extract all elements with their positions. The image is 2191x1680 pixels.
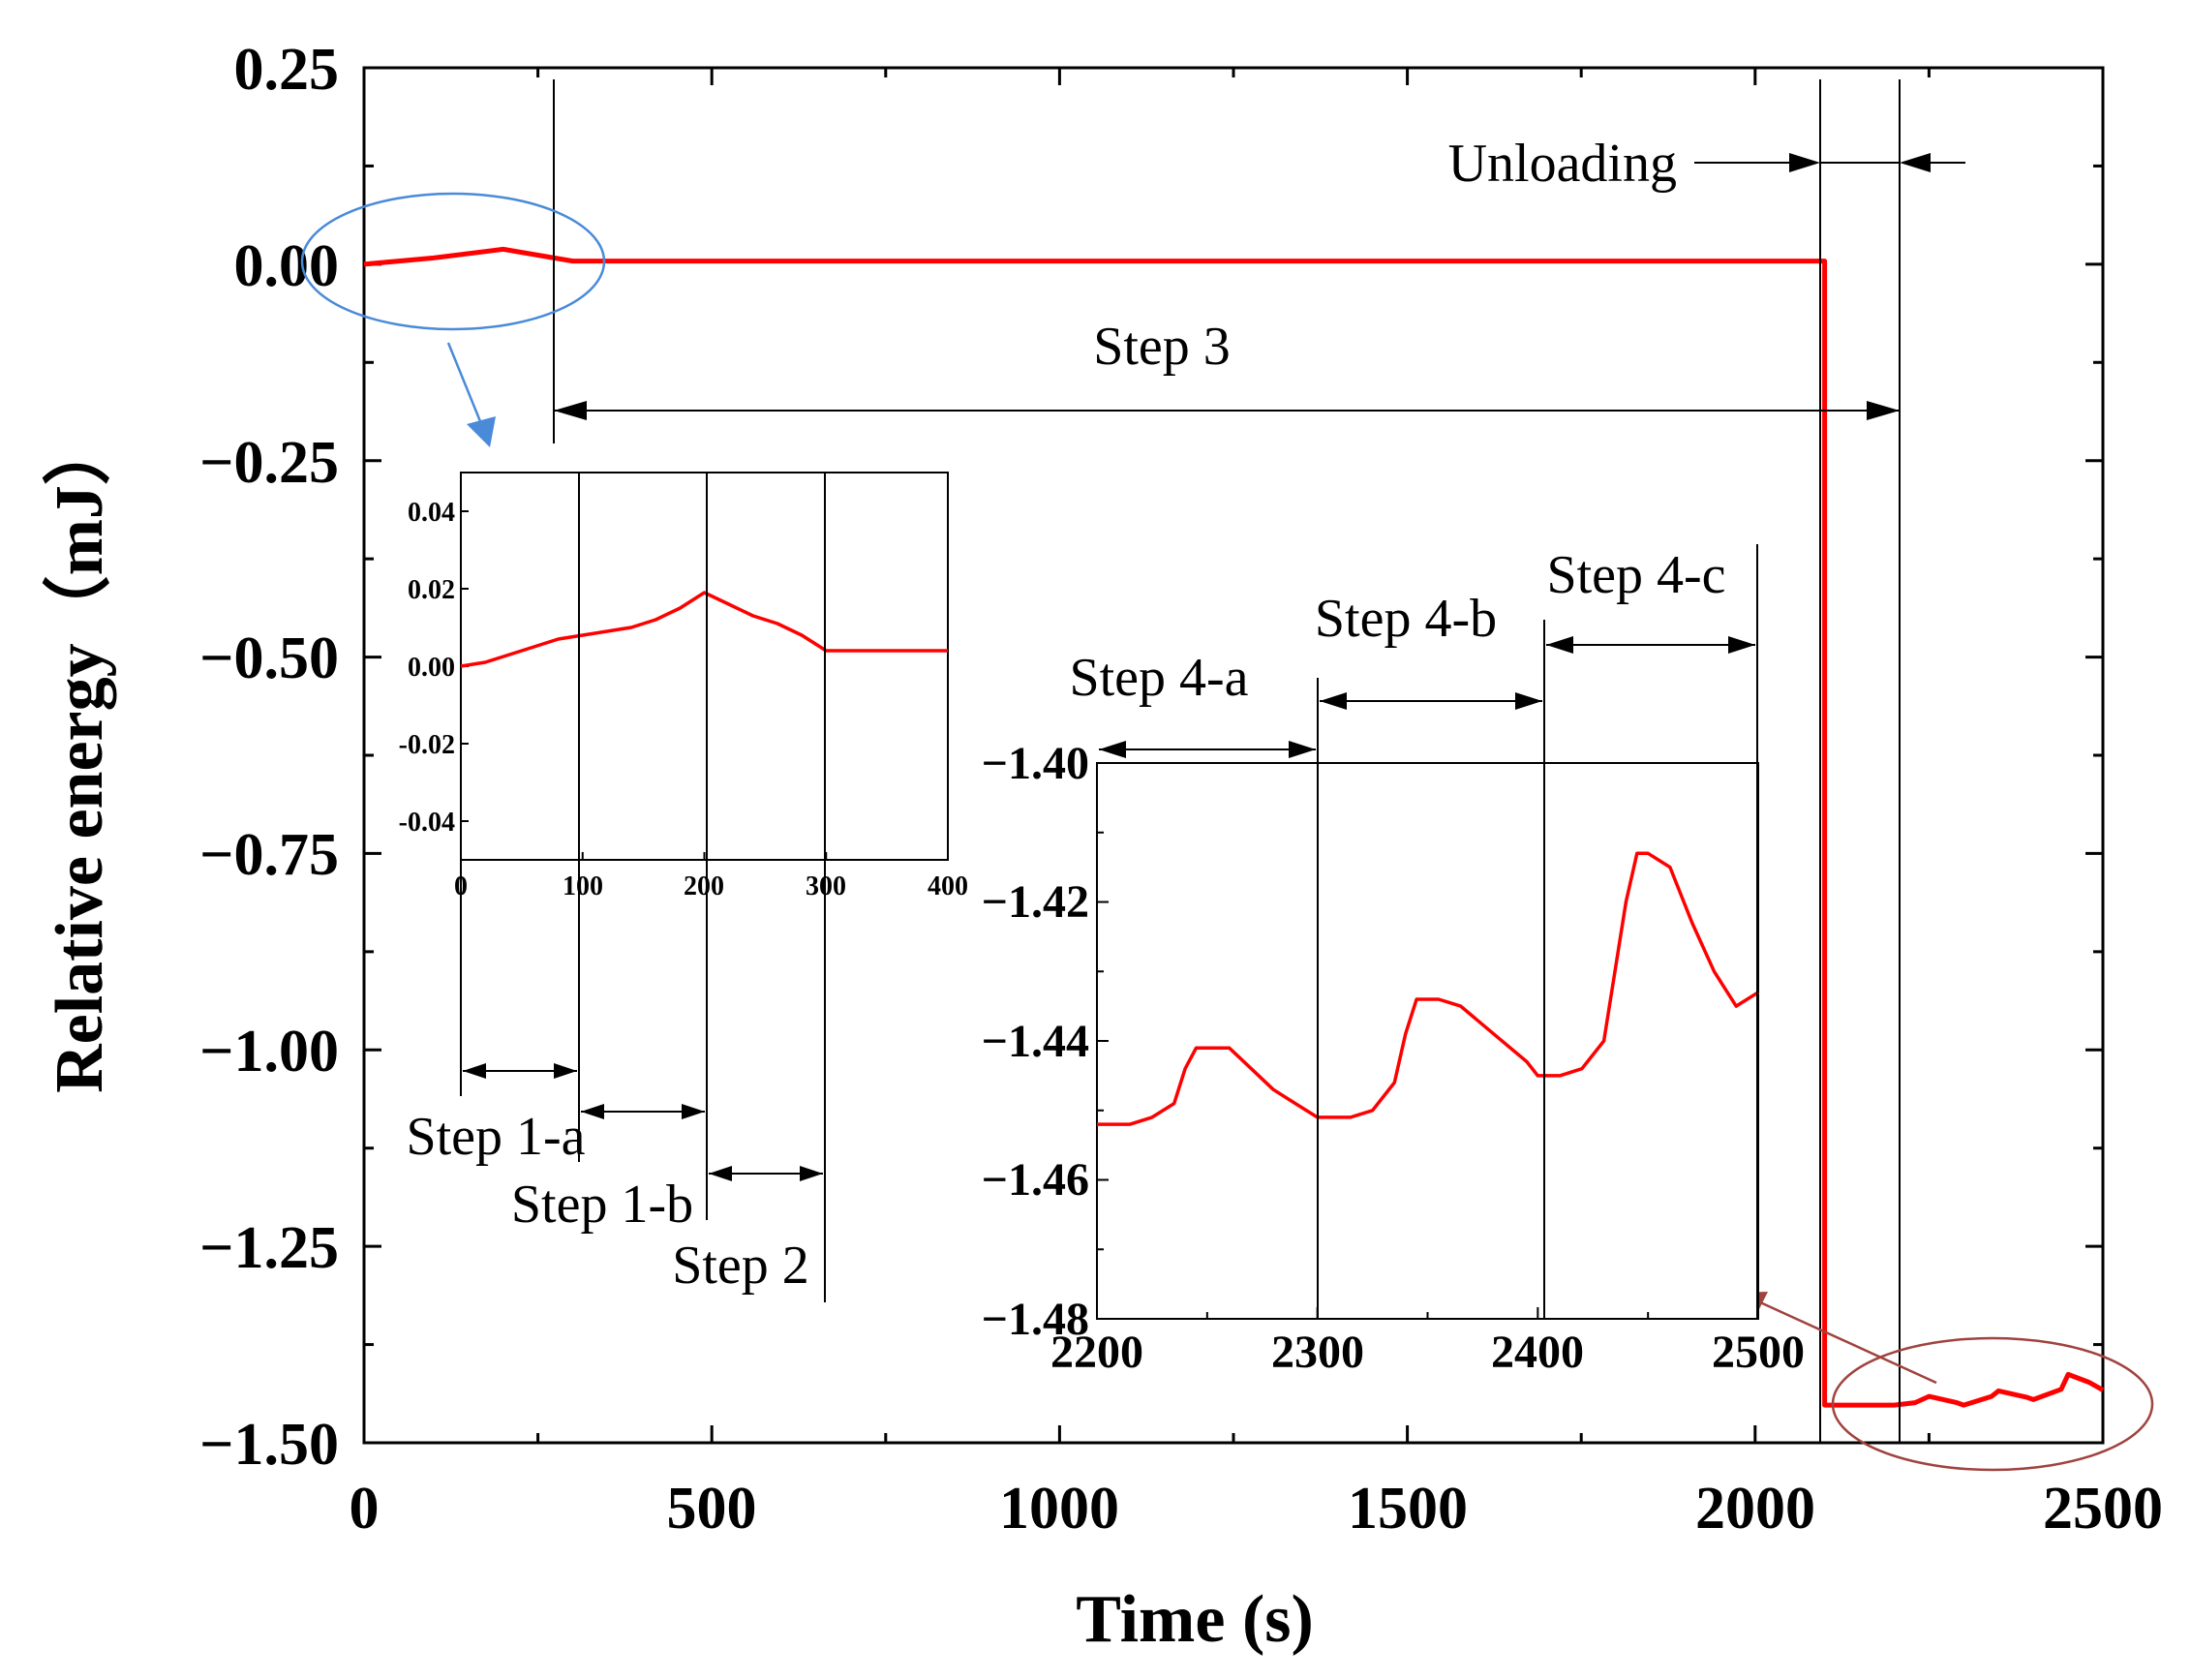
inset-early-x-tick-label: 200 <box>684 871 724 901</box>
inset-early-y-tick-label: 0.02 <box>408 575 455 605</box>
y-tick-label: 0.00 <box>234 233 340 299</box>
x-tick-label: 0 <box>350 1476 380 1542</box>
step3-label: Step 3 <box>1093 317 1231 377</box>
inset-late-x-tick-label: 2300 <box>1271 1327 1364 1378</box>
inset-early-y-tick-labels: 0.04 0.02 0.00 -0.02 -0.04 <box>399 498 455 838</box>
y-tick-label: −0.50 <box>199 626 339 691</box>
inset-late-y-tick-label: −1.44 <box>982 1016 1089 1067</box>
inset-late-frame <box>1096 762 1759 1320</box>
y-axis-title: Relative energy（mJ） <box>42 417 117 1093</box>
step1a-label: Step 1-a <box>406 1107 585 1167</box>
callout-ellipse-late <box>1831 1336 2154 1472</box>
inset-late-y-tick-label: −1.42 <box>982 876 1089 928</box>
inset-late-x-tick-labels: 2200 2300 2400 2500 <box>1050 1327 1805 1378</box>
inset-early-y-tick-label: 0.00 <box>408 653 455 683</box>
step2-label: Step 2 <box>672 1236 809 1296</box>
inset-late-y-tick-label: −1.40 <box>982 738 1089 789</box>
inset-early-y-tick-label: 0.04 <box>408 498 455 528</box>
step4c-arrowhead-left <box>1546 636 1573 654</box>
unloading-arrowhead-right <box>1900 153 1931 172</box>
y-tick-label: 0.25 <box>234 37 340 103</box>
step1a-arrowhead-right <box>554 1063 577 1079</box>
inset-late-y-tick-labels: −1.40 −1.42 −1.44 −1.46 −1.48 <box>982 738 1089 1345</box>
y-tick-label: −1.00 <box>199 1019 339 1084</box>
callout-arrowhead-early <box>467 416 496 447</box>
step4a-label: Step 4-a <box>1069 648 1248 708</box>
main-ticks <box>362 66 2105 1445</box>
step2-arrowhead-left <box>709 1166 732 1181</box>
step4a-arrowhead-left <box>1099 741 1126 758</box>
x-tick-label: 1000 <box>999 1476 1119 1542</box>
x-tick-labels: 0 500 1000 1500 2000 2500 <box>350 1476 2164 1542</box>
step4c-arrowhead-right <box>1728 636 1755 654</box>
step2-arrowhead-right <box>800 1166 823 1181</box>
inset-early-frame <box>460 472 949 861</box>
step4b-label: Step 4-b <box>1315 589 1497 649</box>
x-tick-label: 2500 <box>2043 1476 2163 1542</box>
inset-early-y-tick-label: -0.02 <box>399 730 455 760</box>
step1b-arrowhead-right <box>682 1104 705 1119</box>
step1b-label: Step 1-b <box>511 1175 693 1235</box>
inset-early: 0.04 0.02 0.00 -0.02 -0.04 0 100 200 300… <box>399 472 968 1302</box>
inset-early-x-tick-labels: 0 100 200 300 400 <box>454 871 968 901</box>
inset-early-y-tick-label: -0.04 <box>399 808 455 838</box>
inset-late: −1.40 −1.42 −1.44 −1.46 −1.48 2200 2300 … <box>982 544 1805 1378</box>
inset-late-x-tick-label: 2400 <box>1491 1327 1584 1378</box>
step1b-arrowhead-left <box>581 1104 604 1119</box>
x-axis-title: Time (s) <box>1076 1582 1314 1657</box>
step4c-label: Step 4-c <box>1546 545 1725 605</box>
step1a-arrowhead-left <box>463 1063 486 1079</box>
inset-early-x-tick-label: 400 <box>928 871 968 901</box>
inset-late-x-tick-label: 2200 <box>1050 1327 1143 1378</box>
x-tick-label: 1500 <box>1348 1476 1468 1542</box>
step4a-arrowhead-right <box>1289 741 1316 758</box>
inset-late-series-line <box>1097 851 1759 1126</box>
inset-early-x-tick-label: 100 <box>563 871 603 901</box>
y-tick-labels: 0.25 0.00 −0.25 −0.50 −0.75 −1.00 −1.25 … <box>199 37 339 1478</box>
step3-arrowhead-left <box>554 401 587 420</box>
callout-arrow-late <box>1759 1300 1937 1385</box>
y-tick-label: −1.25 <box>199 1215 339 1281</box>
y-tick-label: −0.25 <box>199 430 339 496</box>
y-tick-label: −0.75 <box>199 822 339 888</box>
inset-late-x-tick-label: 2500 <box>1712 1327 1805 1378</box>
unloading-label: Unloading <box>1448 134 1677 194</box>
series-line-relative-energy <box>363 246 2105 1408</box>
callout-ellipse-early <box>300 192 606 331</box>
step4b-arrowhead-left <box>1320 692 1347 710</box>
inset-late-y-tick-label: −1.46 <box>982 1154 1089 1206</box>
step4b-arrowhead-right <box>1515 692 1542 710</box>
y-tick-label: −1.50 <box>199 1412 339 1478</box>
inset-early-series-line <box>460 591 948 668</box>
step3-arrowhead-right <box>1867 401 1900 420</box>
x-tick-label: 2000 <box>1695 1476 1815 1542</box>
inset-late-y-tick-label: −1.48 <box>982 1294 1089 1345</box>
unloading-arrowhead-left <box>1789 153 1820 172</box>
x-tick-label: 500 <box>667 1476 757 1542</box>
callout-arrow-early <box>446 342 486 432</box>
